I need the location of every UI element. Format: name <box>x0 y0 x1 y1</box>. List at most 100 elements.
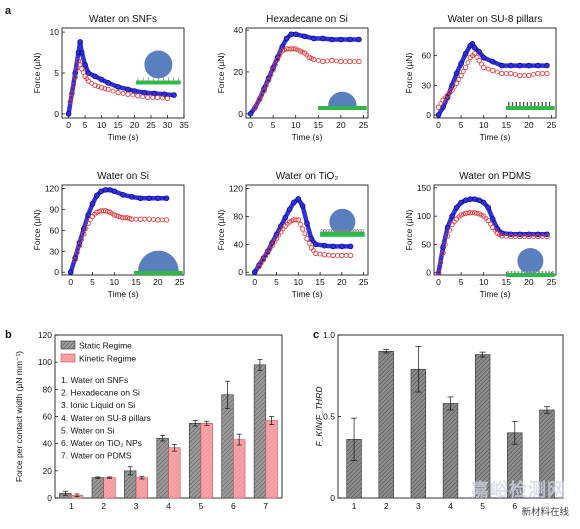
kinetic-point <box>277 52 283 58</box>
nanoparticle-icon <box>331 229 335 233</box>
kinetic-point <box>256 263 262 270</box>
static-point <box>444 94 451 101</box>
nanoparticle-icon <box>344 229 348 233</box>
kinetic-point <box>256 96 263 102</box>
x-tick-label: 25 <box>547 120 557 130</box>
kinetic-point <box>544 233 550 240</box>
kinetic-point <box>330 252 336 259</box>
kinetic-point <box>293 217 299 223</box>
static-point <box>338 36 344 43</box>
kinetic-point <box>92 82 98 88</box>
kinetic-point <box>293 46 299 52</box>
static-point <box>171 92 177 98</box>
static-point <box>453 204 460 211</box>
static-bar <box>91 477 104 499</box>
surface-icon <box>520 270 523 274</box>
kinetic-point <box>259 92 265 98</box>
x-tick-label: 6 <box>231 501 236 511</box>
static-point <box>111 188 118 195</box>
kinetic-point <box>458 212 464 218</box>
kinetic-point <box>326 252 332 258</box>
y-tick-label: 30 <box>50 246 60 256</box>
static-point <box>120 191 126 198</box>
kinetic-point <box>135 93 141 99</box>
kinetic-point <box>347 252 354 259</box>
panel-label-c: c <box>313 329 319 341</box>
droplet-icon <box>328 91 357 106</box>
y-axis-label: Force (µN) <box>216 52 226 93</box>
static-point <box>102 187 109 193</box>
kinetic-point <box>494 69 500 75</box>
ratio-bar <box>442 403 459 499</box>
static-point <box>283 35 290 42</box>
static-line <box>66 39 177 117</box>
kinetic-point <box>451 84 457 90</box>
static-point <box>89 201 96 207</box>
droplet-icon <box>144 50 173 79</box>
x-tick-label: 5 <box>274 277 279 287</box>
line-chart-3: 0 5 10 15 20 25 0 30 60 Water on SU-8 pillars Time… <box>404 14 556 142</box>
y-axis-label: Force per contact width (µN mm⁻¹) <box>14 351 24 482</box>
kinetic-point <box>352 59 357 64</box>
kinetic-point <box>333 58 339 64</box>
kinetic-point <box>254 100 260 106</box>
static-point <box>458 60 464 67</box>
static-bar <box>253 364 267 499</box>
panel-label-b: b <box>5 329 12 341</box>
kinetic-point <box>95 84 101 89</box>
surface-icon <box>534 270 537 274</box>
static-point <box>251 269 258 276</box>
watermark-sub: 新材料在线 <box>518 503 572 519</box>
static-point <box>304 220 310 227</box>
static-point <box>286 206 293 213</box>
static-point <box>330 243 336 250</box>
kinetic-point <box>272 62 278 68</box>
annotation-item: 5. Water on Si <box>61 425 115 435</box>
line-chart-1: 0 5 10 15 20 25 30 35 0 5 10 Water on SNFs Time (s) F… <box>32 14 189 142</box>
x-tick-label: 10 <box>479 277 489 287</box>
y-tick-label: 0 <box>330 493 335 503</box>
substrate-icon <box>134 271 183 275</box>
watermark-main: 嘉峪检测网 <box>471 480 566 500</box>
plot-frame <box>433 27 557 119</box>
nanoparticle-icon <box>353 229 357 233</box>
x-tick-label: 5 <box>459 120 464 130</box>
x-tick-label: 20 <box>524 120 534 130</box>
y-tick-label: 10 <box>50 27 60 37</box>
substrate-icon <box>506 106 555 110</box>
y-tick-label: 120 <box>229 183 243 193</box>
static-point <box>291 199 297 206</box>
kinetic-point <box>499 70 505 77</box>
kinetic-point <box>304 236 310 242</box>
kinetic-point <box>273 236 280 242</box>
surface-icon <box>513 270 517 274</box>
kinetic-point <box>347 58 353 65</box>
kinetic-point <box>335 253 340 258</box>
y-tick-label: 120 <box>45 183 59 193</box>
y-axis-label: Force (µN) <box>32 209 42 250</box>
kinetic-point <box>151 217 156 222</box>
static-point <box>94 192 100 199</box>
kinetic-point <box>438 260 444 266</box>
nanoparticle-icon <box>358 229 362 233</box>
kinetic-point <box>110 88 116 94</box>
kinetic-point <box>306 54 312 60</box>
x-axis-label: Time (s) <box>480 289 511 299</box>
static-bar <box>221 394 234 499</box>
static-point <box>105 80 111 86</box>
kinetic-point <box>442 242 448 247</box>
x-tick-label: 15 <box>502 277 512 287</box>
kinetic-point <box>81 231 87 237</box>
static-point <box>92 73 98 80</box>
x-tick-label: 20 <box>337 277 347 287</box>
kinetic-point <box>268 72 274 78</box>
substrate-icon <box>136 80 181 85</box>
kinetic-point <box>69 90 75 97</box>
chart-title: Water on TiO₂ <box>276 171 339 182</box>
legend-label: Static Regime <box>79 341 132 351</box>
x-tick-label: 3 <box>134 501 139 511</box>
static-point <box>72 255 78 262</box>
kinetic-point <box>270 67 276 73</box>
static-point <box>155 195 161 202</box>
static-point <box>247 111 254 117</box>
